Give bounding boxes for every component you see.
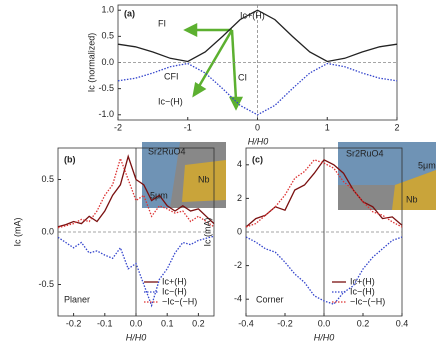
x-tick-label: -1 (184, 122, 192, 132)
panel-label: (c) (252, 154, 263, 164)
y-tick-label: -0.5 (38, 279, 54, 289)
x-tick-label: -0.2 (277, 318, 293, 328)
annotation: Sr2RuO4 (148, 146, 186, 156)
arrow-head (183, 22, 198, 38)
x-axis-label: H/H0 (126, 332, 147, 342)
series-line (245, 158, 403, 228)
arrow-head (192, 81, 207, 98)
series-line (57, 154, 215, 228)
annotation: CFI (164, 71, 179, 81)
panel-label: (b) (64, 154, 76, 164)
x-tick-label: -0.1 (97, 318, 113, 328)
arrows (183, 22, 244, 111)
y-tick-label: 4 (237, 159, 242, 169)
y-axis-label: Ic (mA) (12, 218, 22, 247)
y-tick-label: 0.0 (41, 226, 54, 236)
x-tick-label: 2 (394, 122, 399, 132)
inset-region (142, 142, 180, 208)
y-tick-label: 1.0 (101, 5, 114, 15)
series-line (57, 235, 215, 308)
series-line (117, 9, 398, 63)
annotation: Planer (64, 294, 90, 304)
inset-region (182, 160, 226, 202)
legend-label: Ic+(H) (162, 276, 187, 286)
arrow (230, 29, 238, 101)
series-line (57, 156, 215, 229)
x-axis-label: H/H0 (248, 136, 269, 146)
y-tick-label: 0.5 (41, 174, 54, 184)
arrow (196, 29, 234, 89)
inset-b (142, 142, 226, 208)
annotation: FI (158, 18, 166, 28)
inset-region (392, 170, 436, 210)
x-tick-label: 0.2 (192, 318, 205, 328)
x-tick-label: -2 (114, 122, 122, 132)
annotation: Nb (198, 174, 210, 184)
series-line (245, 159, 403, 228)
y-tick-label: 0 (237, 226, 242, 236)
annotation: Nb (406, 194, 418, 204)
x-tick-label: 0.1 (161, 318, 174, 328)
series-line (245, 236, 403, 305)
x-tick-label: 0 (255, 122, 260, 132)
y-tick-label: 0.5 (101, 31, 114, 41)
x-tick-label: 0.2 (357, 318, 370, 328)
legend-label: Ic−(H) (162, 286, 187, 296)
series-line (117, 62, 398, 116)
annotation: 5μm (418, 160, 436, 170)
annotation: Corner (256, 294, 284, 304)
annotation: CI (238, 72, 247, 82)
y-tick-label: -4 (234, 294, 242, 304)
legend-label: Ic−(H) (350, 286, 375, 296)
y-tick-label: -2 (234, 260, 242, 270)
panel-label: (a) (124, 8, 135, 18)
x-tick-label: 0.4 (396, 318, 409, 328)
inset-region (338, 142, 436, 185)
x-tick-label: 0.0 (130, 318, 143, 328)
x-tick-label: -0.2 (66, 318, 82, 328)
annotation: Ic−(H) (158, 96, 183, 106)
x-tick-label: -0.4 (238, 318, 254, 328)
x-tick-label: 1 (325, 122, 330, 132)
y-tick-label: 0.0 (101, 57, 114, 67)
x-axis-label: H/H0 (314, 332, 335, 342)
arrow-head (228, 96, 244, 111)
annotation: Sr2RuO4 (346, 148, 384, 158)
y-tick-label: 2 (237, 193, 242, 203)
legend-label: −Ic−(−H) (350, 296, 385, 306)
y-tick-label: -1.0 (98, 109, 114, 119)
inset-c (338, 142, 436, 210)
y-tick-label: -0.5 (98, 83, 114, 93)
annotation: 5μm (150, 190, 168, 200)
y-axis-label: Ic (normalized) (86, 33, 96, 93)
legend-label: −Ic−(−H) (162, 296, 197, 306)
legend-label: Ic+(H) (350, 276, 375, 286)
x-tick-label: 0.0 (318, 318, 331, 328)
y-axis-label: Ic (mA) (202, 218, 212, 247)
annotation: Ic+(H) (240, 10, 265, 20)
